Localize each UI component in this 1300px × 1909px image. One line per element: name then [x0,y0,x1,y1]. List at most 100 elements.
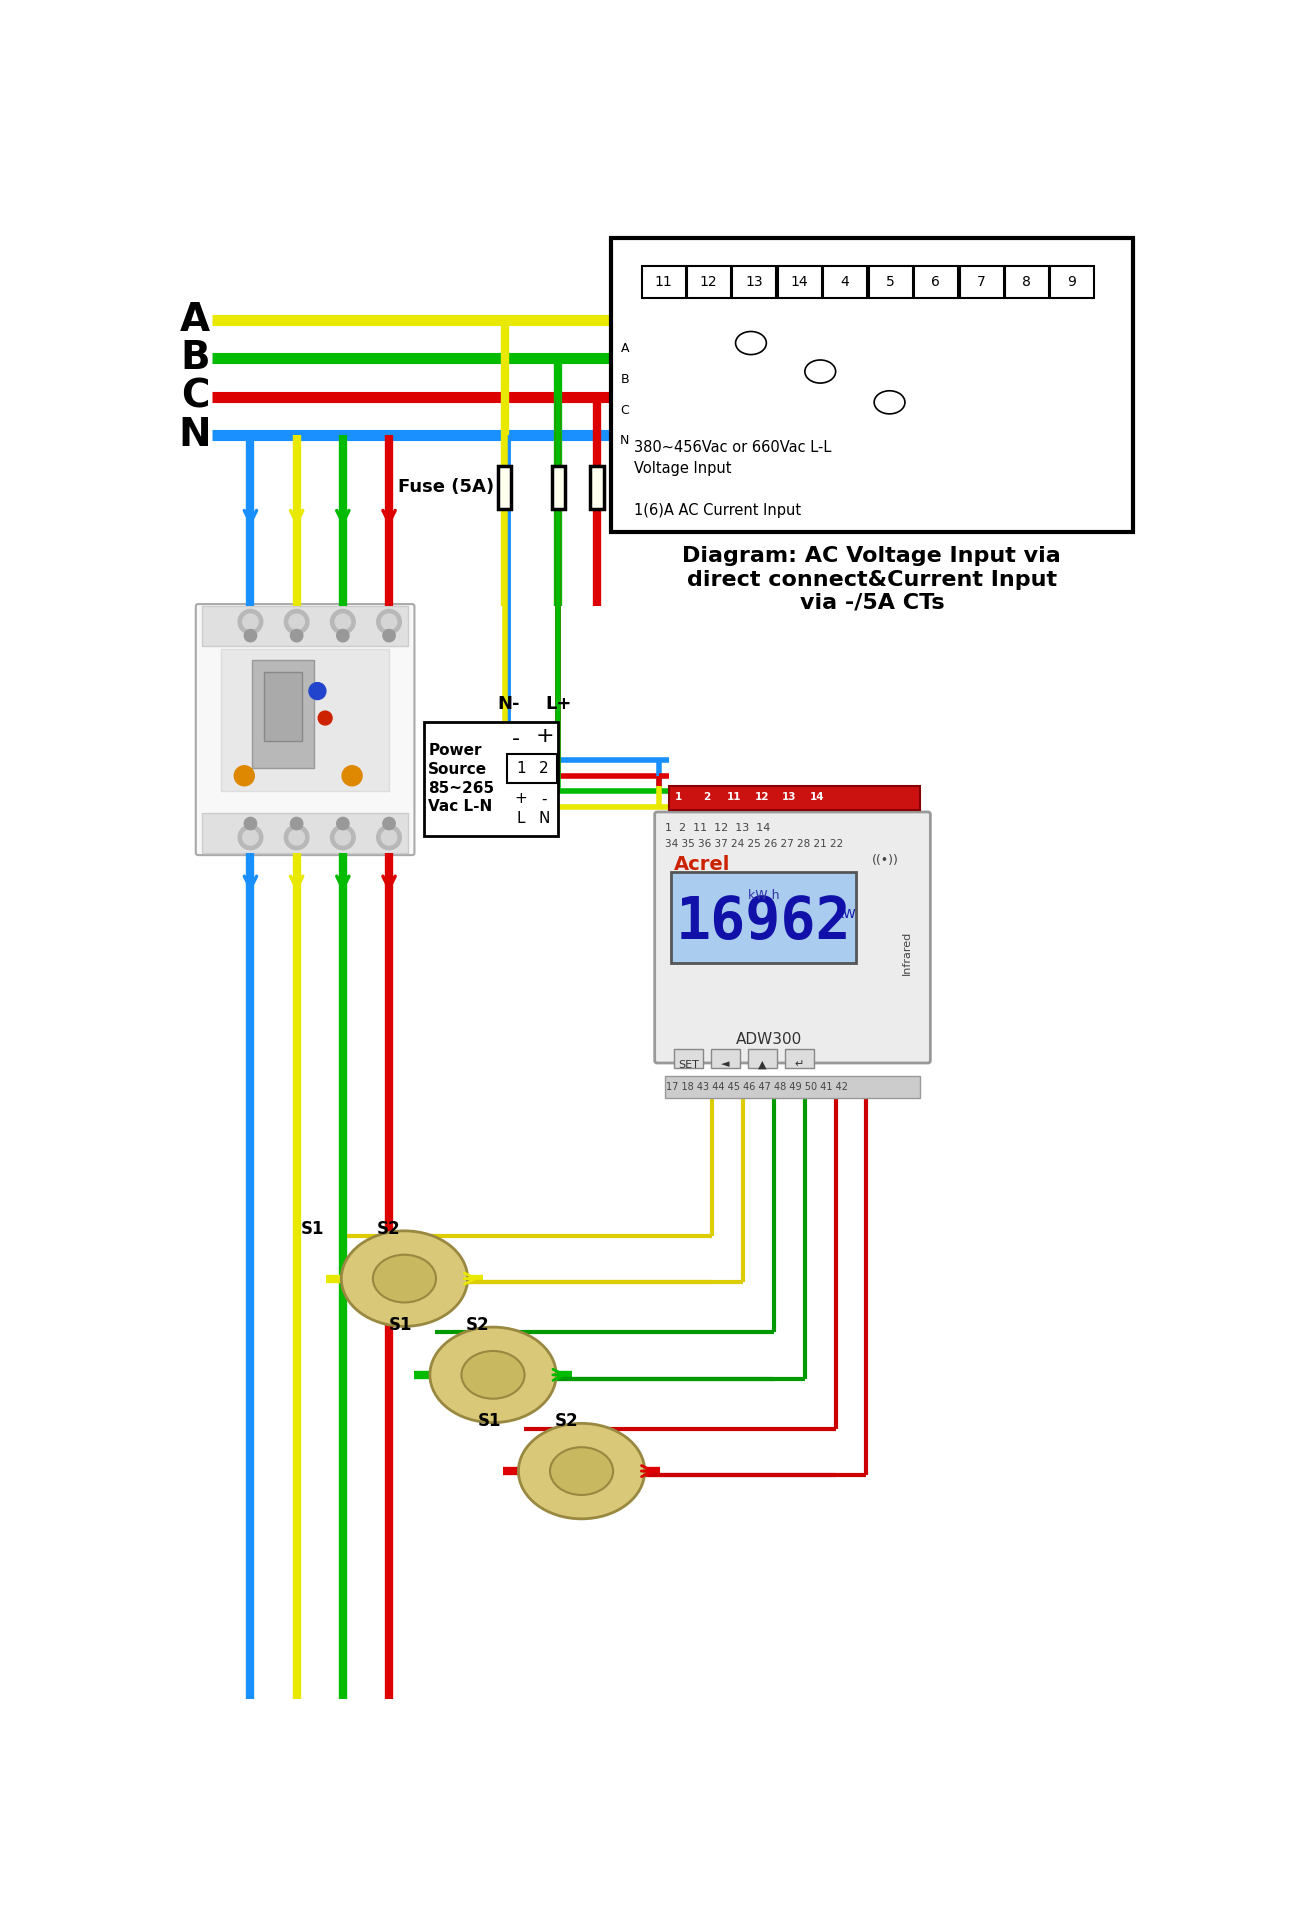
Circle shape [290,630,303,641]
Ellipse shape [874,391,905,414]
Bar [590,466,605,508]
Bar [673,1050,703,1067]
Ellipse shape [430,1327,556,1422]
Circle shape [381,830,396,846]
Bar [959,265,1004,298]
Bar [732,265,776,298]
Text: 6: 6 [931,275,940,288]
Text: 380~456Vac or 660Vac L-L
Voltage Input

1(6)A AC Current Input: 380~456Vac or 660Vac L-L Voltage Input 1… [634,441,831,517]
Text: kW: kW [837,909,857,920]
Text: SET: SET [679,1059,699,1069]
Text: 12: 12 [699,275,718,288]
Text: A: A [620,342,629,355]
Bar [202,813,408,853]
Bar [823,265,867,298]
Circle shape [285,609,309,634]
Text: Acrel: Acrel [673,855,731,874]
Text: S2: S2 [465,1315,489,1334]
Bar [424,722,559,836]
Circle shape [309,683,326,699]
Bar [914,265,958,298]
Text: ◄: ◄ [722,1059,729,1069]
Text: ((•)): ((•)) [872,853,900,867]
Text: 4: 4 [841,275,849,288]
Circle shape [289,830,304,846]
Text: S2: S2 [377,1220,400,1237]
Text: kW h: kW h [747,888,779,901]
Text: L: L [516,811,525,827]
Text: 2: 2 [540,762,549,777]
Text: B: B [181,340,209,378]
Circle shape [342,766,363,787]
Text: 1: 1 [675,792,682,802]
Bar [611,239,1132,533]
Circle shape [243,830,259,846]
Circle shape [384,817,395,830]
Bar [202,607,408,647]
Text: L+: L+ [545,695,572,712]
Text: A: A [179,302,211,340]
Text: 7: 7 [976,275,985,288]
Text: ↵: ↵ [794,1059,805,1069]
Circle shape [381,615,396,630]
Text: C: C [181,378,209,416]
Bar [668,787,920,811]
Bar [551,466,566,508]
Text: S2: S2 [554,1413,578,1430]
Text: 9: 9 [1067,275,1076,288]
Circle shape [335,830,351,846]
Circle shape [335,615,351,630]
Ellipse shape [462,1352,525,1399]
FancyBboxPatch shape [196,603,415,855]
Ellipse shape [373,1254,436,1302]
Circle shape [289,615,304,630]
Text: 11: 11 [727,792,741,802]
Bar [686,265,731,298]
Text: 17 18 43 44 45 46 47 48 49 50 41 42: 17 18 43 44 45 46 47 48 49 50 41 42 [666,1082,848,1092]
Bar [1005,265,1049,298]
Bar [785,1050,814,1067]
Ellipse shape [736,332,767,355]
Text: C: C [620,403,629,416]
Text: -: - [541,792,546,806]
Text: 34 35 36 37 24 25 26 27 28 21 22: 34 35 36 37 24 25 26 27 28 21 22 [664,838,842,848]
Text: 14: 14 [790,275,809,288]
Text: 16962: 16962 [676,893,852,951]
Text: 12: 12 [754,792,770,802]
Text: Diagram: AC Voltage Input via
direct connect&Current Input
via -/5A CTs: Diagram: AC Voltage Input via direct con… [682,546,1061,613]
Circle shape [318,710,332,725]
Circle shape [244,817,256,830]
Circle shape [244,630,256,641]
FancyBboxPatch shape [655,811,931,1063]
Text: 14: 14 [810,792,824,802]
Text: S1: S1 [389,1315,412,1334]
Ellipse shape [805,361,836,384]
Bar [664,1077,920,1098]
Circle shape [377,825,402,850]
Text: +: + [536,725,555,746]
Bar [252,661,313,767]
Circle shape [243,615,259,630]
Text: S1: S1 [477,1413,500,1430]
Text: B: B [620,372,629,386]
Text: +: + [515,792,527,806]
Bar [777,265,822,298]
Text: N-: N- [497,695,520,712]
Circle shape [330,825,355,850]
Bar [747,1050,777,1067]
Text: ▲: ▲ [758,1059,767,1069]
Circle shape [290,817,303,830]
Bar [507,754,556,783]
Text: Infrared: Infrared [901,932,911,975]
Bar [264,672,302,741]
Bar [671,872,855,962]
Circle shape [337,817,348,830]
Bar [642,265,685,298]
Ellipse shape [342,1231,468,1327]
Ellipse shape [519,1424,645,1520]
Circle shape [384,630,395,641]
Text: 1: 1 [516,762,525,777]
Text: 8: 8 [1022,275,1031,288]
Bar [1050,265,1095,298]
Text: N: N [178,416,212,454]
